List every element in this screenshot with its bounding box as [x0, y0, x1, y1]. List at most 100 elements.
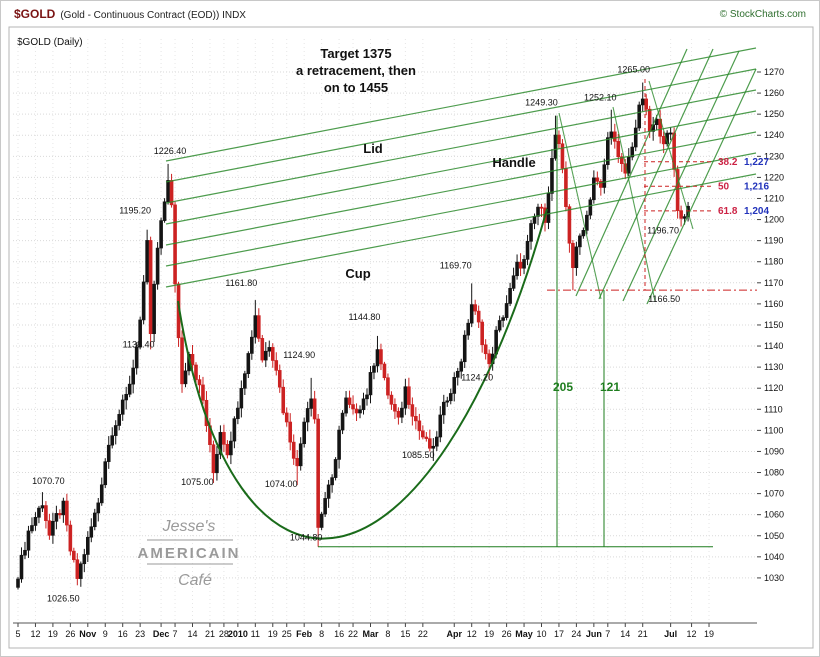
y-axis-label: 1160: [764, 299, 783, 309]
x-axis-label: 21: [205, 629, 215, 639]
candle-body: [16, 578, 20, 588]
y-axis-label: 1080: [764, 468, 784, 478]
candle-body: [536, 206, 540, 217]
y-axis-label: 1130: [764, 362, 783, 372]
candle-body: [679, 210, 683, 219]
target-annotation: Target 1375: [320, 46, 391, 61]
candle-body: [232, 418, 237, 442]
candle-body: [469, 304, 474, 324]
channel-trendline: [165, 152, 757, 267]
pattern-label: Cup: [345, 266, 370, 281]
candle-body: [288, 421, 293, 443]
x-axis-label: Nov: [79, 629, 96, 639]
candle-body: [47, 520, 52, 536]
candle-body: [319, 513, 324, 528]
steep-trendline: [622, 50, 740, 302]
candle-body: [347, 397, 352, 405]
candle-body: [487, 353, 491, 365]
copyright: © StockCharts.com: [719, 8, 806, 20]
candle-body: [386, 377, 390, 396]
candle-body: [609, 131, 614, 138]
x-axis-label: 19: [48, 629, 58, 639]
x-axis-label: 23: [135, 629, 145, 639]
candle-body: [668, 132, 673, 135]
candle-body: [473, 304, 477, 312]
price-label: 1124.20: [461, 372, 493, 382]
candle-body: [466, 322, 471, 336]
target-annotation: a retracement, then: [296, 63, 416, 78]
candle-body: [448, 393, 453, 402]
candle-body: [30, 525, 34, 532]
candle-body: [89, 526, 94, 538]
candle-body: [459, 361, 464, 372]
candle-body: [201, 384, 205, 401]
symbol-description: (Gold - Continuous Contract (EOD)) INDX: [60, 10, 246, 21]
x-axis-label: 10: [536, 629, 546, 639]
candle-body: [389, 394, 394, 405]
y-axis-label: 1180: [764, 257, 783, 267]
candle-body: [476, 310, 481, 323]
y-axis-label: 1090: [764, 446, 784, 456]
candle-body: [79, 563, 83, 579]
candle-body: [455, 370, 460, 378]
fib-pct-label: 50: [718, 181, 730, 192]
candle-body: [323, 498, 327, 515]
candle-body: [197, 379, 202, 386]
candle-body: [616, 141, 621, 158]
y-axis-label: 1230: [764, 151, 784, 161]
candle-body: [612, 131, 617, 142]
candle-body: [518, 261, 523, 269]
candle-body: [37, 507, 41, 518]
price-label: 1196.70: [647, 226, 679, 236]
candle-body: [400, 407, 404, 418]
candle-body: [581, 230, 586, 237]
candle-body: [173, 204, 177, 285]
x-axis-label: 15: [400, 629, 410, 639]
candle-body: [305, 408, 310, 423]
candle-body: [647, 108, 652, 132]
candle-body: [599, 181, 603, 188]
y-axis-label: 1120: [764, 383, 783, 393]
cross-trendline: [648, 80, 694, 230]
candle-body: [72, 550, 76, 561]
fib-price-label: 1,216: [744, 181, 769, 192]
y-axis-label: 1040: [764, 552, 784, 562]
y-axis-label: 1260: [764, 88, 784, 98]
x-axis-label: 25: [282, 629, 292, 639]
x-axis-label: 19: [484, 629, 494, 639]
x-axis-label: 16: [118, 629, 128, 639]
candle-body: [274, 360, 279, 371]
candle-body: [312, 398, 317, 420]
candle-body: [92, 512, 97, 528]
candle-body: [560, 143, 565, 169]
x-axis-label: Dec: [153, 629, 170, 639]
candle-body: [257, 315, 261, 339]
x-axis-label: 26: [65, 629, 75, 639]
candle-body: [277, 370, 282, 388]
y-axis-label: 1200: [764, 215, 784, 225]
x-axis-label: 22: [348, 629, 358, 639]
x-axis-label: 19: [704, 629, 714, 639]
candle-body: [326, 484, 331, 499]
candle-body: [138, 319, 142, 348]
candle-body: [246, 353, 251, 374]
candle-body: [134, 346, 139, 369]
x-axis-label: 28: [219, 629, 229, 639]
channel-trendline: [165, 131, 757, 246]
candle-body: [365, 394, 369, 400]
candle-body: [396, 410, 401, 418]
candle-body: [441, 401, 446, 416]
candle-body: [431, 445, 436, 449]
symbol: $GOLD: [14, 7, 56, 21]
price-label: 1265.00: [617, 65, 650, 75]
candle-body: [606, 137, 610, 166]
candle-body: [424, 436, 429, 439]
candle-body: [82, 554, 87, 565]
x-axis-label: 14: [620, 629, 630, 639]
fib-price-label: 1,227: [744, 157, 769, 168]
candle-body: [557, 134, 561, 145]
candle-body: [578, 235, 582, 248]
candle-body: [263, 350, 268, 361]
price-label: 1252.10: [584, 93, 617, 103]
